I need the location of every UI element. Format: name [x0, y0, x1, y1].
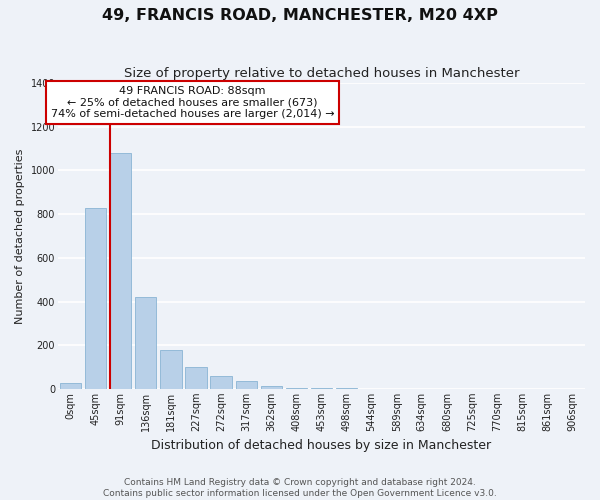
Bar	[160, 350, 182, 389]
Text: Contains HM Land Registry data © Crown copyright and database right 2024.
Contai: Contains HM Land Registry data © Crown c…	[103, 478, 497, 498]
Bar	[260, 386, 282, 389]
Y-axis label: Number of detached properties: Number of detached properties	[15, 148, 25, 324]
Bar	[135, 297, 157, 389]
Bar	[85, 208, 106, 389]
Bar	[110, 153, 131, 389]
Text: 49, FRANCIS ROAD, MANCHESTER, M20 4XP: 49, FRANCIS ROAD, MANCHESTER, M20 4XP	[102, 8, 498, 22]
Bar	[60, 384, 81, 389]
Bar	[211, 376, 232, 389]
Title: Size of property relative to detached houses in Manchester: Size of property relative to detached ho…	[124, 68, 519, 80]
Text: 49 FRANCIS ROAD: 88sqm
← 25% of detached houses are smaller (673)
74% of semi-de: 49 FRANCIS ROAD: 88sqm ← 25% of detached…	[50, 86, 334, 120]
X-axis label: Distribution of detached houses by size in Manchester: Distribution of detached houses by size …	[151, 440, 491, 452]
Bar	[185, 367, 206, 389]
Bar	[286, 388, 307, 389]
Bar	[236, 380, 257, 389]
